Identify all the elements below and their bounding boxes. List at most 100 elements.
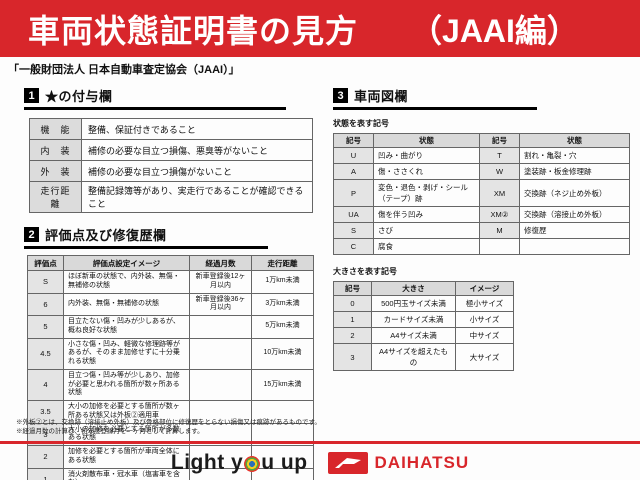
desc-cell: 目立たない傷・凹みが少しあるが、概ね良好な状態 <box>63 315 190 339</box>
state-symbols-table: 記号 状態 記号 状態 U 凹み・曲がり T 割れ・亀裂・穴 A 傷・ささくれ … <box>333 133 630 255</box>
column-header: 記号 <box>333 281 372 296</box>
section3-header: 3 車両図欄 <box>333 86 537 110</box>
daihatsu-mark-icon <box>327 452 368 474</box>
daihatsu-wordmark: DAIHATSU <box>374 453 470 472</box>
desc-cell: 小さな傷・凹み、軽微な修理跡等があるが、そのまま加修せずに十分乗れる状態 <box>63 337 190 370</box>
state-cell: 凹み・曲がり <box>373 147 480 164</box>
criteria-desc-cell: 整備、保証付きであること <box>81 118 313 140</box>
image-cell: 中サイズ <box>455 327 514 344</box>
state-cell <box>519 238 630 255</box>
table-row: 4 目立つ傷・凹み等が少しあり、加修が必要と思われる箇所が数ヶ所ある状態 15万… <box>27 368 314 402</box>
months-cell: 新車登録後12ヶ月以内 <box>189 270 252 294</box>
state-cell: 傷・ささくれ <box>373 163 480 180</box>
table-row: UA 傷を伴う凹み XM② 交換跡（溶接止め外板） <box>333 206 630 223</box>
symbol-cell: S <box>333 222 374 239</box>
score-cell: 1 <box>27 467 64 480</box>
distance-cell <box>251 467 314 480</box>
criteria-desc-cell: 整備記録簿等があり、実走行であることが確認できること <box>81 181 313 213</box>
size-symbols-table: 記号 大きさ イメージ 0 500円玉サイズ未満 極小サイズ 1 カードサイズ未… <box>333 281 514 371</box>
state-cell: 修復歴 <box>519 222 630 239</box>
section3-title: 車両図欄 <box>354 89 409 104</box>
table-row: U 凹み・曲がり T 割れ・亀裂・穴 <box>333 147 630 164</box>
months-cell <box>189 337 252 370</box>
symbol-cell: A <box>333 163 374 180</box>
section3-number-badge: 3 <box>333 88 348 103</box>
image-cell: 小サイズ <box>455 311 514 328</box>
symbol-cell: 2 <box>333 327 372 344</box>
light-you-up-logo: Light y u up <box>171 451 308 475</box>
image-cell: 大サイズ <box>455 343 514 371</box>
rainbow-ring-icon <box>244 456 261 472</box>
section1-number-badge: 1 <box>24 88 39 103</box>
section2-number-badge: 2 <box>24 227 39 242</box>
state-cell: 交換跡（溶接止め外板） <box>519 206 630 223</box>
column-header: 走行距離 <box>251 255 314 271</box>
column-header: 記号 <box>333 133 374 148</box>
table-row: 0 500円玉サイズ未満 極小サイズ <box>333 295 514 312</box>
symbol-cell: XM <box>479 179 520 207</box>
table-row: 走行距離 整備記録簿等があり、実走行であることが確認できること <box>29 181 313 213</box>
section1-header: 1 ★の付与欄 <box>24 86 286 110</box>
size-cell: A4サイズを超えたもの <box>371 343 456 371</box>
column-header: 評価点 <box>27 255 64 271</box>
column-header: 記号 <box>479 133 520 148</box>
table-row: 1 カードサイズ未満 小サイズ <box>333 311 514 328</box>
symbol-cell: M <box>479 222 520 239</box>
image-cell: 極小サイズ <box>455 295 514 312</box>
symbol-cell: 1 <box>333 311 372 328</box>
title-banner: 車両状態証明書の見方 （JAAI編） <box>0 0 640 57</box>
criteria-label-cell: 機 能 <box>29 118 82 140</box>
footnotes: ※外板②とは、交換跡（溶接止め外板）及び骨格部位に修復歴をとらない損傷又は痕跡が… <box>16 418 321 437</box>
table-row: S ほぼ新車の状態で、内外装、無傷・無補修の状態 新車登録後12ヶ月以内 1万k… <box>27 270 314 294</box>
score-cell: 4.5 <box>27 337 64 370</box>
state-cell: 傷を伴う凹み <box>373 206 480 223</box>
page-title-edition: （JAAI編） <box>410 12 579 49</box>
table-row: 6 内外装、無傷・無補修の状態 新車登録後36ヶ月以内 3万km未満 <box>27 292 314 316</box>
table-row: 1 消火剤散布車・冠水車（塩害車を含む） <box>27 467 314 480</box>
criteria-label-cell: 外 装 <box>29 160 82 182</box>
criteria-label-cell: 走行距離 <box>29 181 82 213</box>
distance-cell: 3万km未満 <box>251 292 314 316</box>
state-cell: さび <box>373 222 480 239</box>
star-criteria-table: 機 能 整備、保証付きであること 内 装 補修の必要な目立つ損傷、悪臭等がないこ… <box>29 118 313 213</box>
symbol-cell: T <box>479 147 520 164</box>
page-title: 車両状態証明書の見方 <box>28 12 359 49</box>
size-symbols-label: 大きさを表す記号 <box>333 267 397 276</box>
months-cell: 新車登録後36ヶ月以内 <box>189 292 252 316</box>
table-header-row: 評価点 評価点設定イメージ 経過月数 走行距離 <box>27 255 314 271</box>
footer-divider <box>0 441 640 444</box>
distance-cell: 15万km未満 <box>251 368 314 402</box>
desc-cell: ほぼ新車の状態で、内外装、無傷・無補修の状態 <box>63 270 190 294</box>
size-cell: 500円玉サイズ未満 <box>371 295 456 312</box>
slogan-text-right: u up <box>261 451 308 474</box>
criteria-desc-cell: 補修の必要な目立つ損傷がないこと <box>81 160 313 182</box>
table-row: 内 装 補修の必要な目立つ損傷、悪臭等がないこと <box>29 139 313 161</box>
months-cell <box>189 315 252 339</box>
months-cell <box>189 368 252 402</box>
table-row: S さび M 修復歴 <box>333 222 630 239</box>
organization-subtitle: 「一般財団法人 日本自動車査定協会（JAAI）」 <box>8 64 240 76</box>
symbol-cell: P <box>333 179 374 207</box>
state-cell: 割れ・亀裂・穴 <box>519 147 630 164</box>
criteria-label-cell: 内 装 <box>29 139 82 161</box>
column-header: 経過月数 <box>189 255 252 271</box>
table-row: C 腐食 <box>333 238 630 255</box>
table-row: 3.5 大小の加修を必要とする箇所が数ヶ所ある状態又は外板②適用車 <box>27 400 314 424</box>
symbol-cell: 3 <box>333 343 372 371</box>
symbol-cell: C <box>333 238 374 255</box>
state-cell: 交換跡（ネジ止め外板） <box>519 179 630 207</box>
size-cell: A4サイズ未満 <box>371 327 456 344</box>
section2-title: 評価点及び修復歴欄 <box>45 228 167 243</box>
symbol-cell: UA <box>333 206 374 223</box>
evaluation-score-table: 評価点 評価点設定イメージ 経過月数 走行距離 S ほぼ新車の状態で、内外装、無… <box>27 255 314 480</box>
section2-header: 2 評価点及び修復歴欄 <box>24 225 268 249</box>
state-symbols-label: 状態を表す記号 <box>333 119 389 128</box>
symbol-cell: 0 <box>333 295 372 312</box>
table-row: 外 装 補修の必要な目立つ損傷がないこと <box>29 160 313 182</box>
table-row: P 変色・退色・剥げ・シール（テープ）跡 XM 交換跡（ネジ止め外板） <box>333 179 630 207</box>
left-column: 1 ★の付与欄 機 能 整備、保証付きであること 内 装 補修の必要な目立つ損傷… <box>24 86 320 480</box>
slogan-text-left: Light y <box>170 451 244 474</box>
table-row: 機 能 整備、保証付きであること <box>29 118 313 140</box>
symbol-cell: XM② <box>479 206 520 223</box>
criteria-desc-cell: 補修の必要な目立つ損傷、悪臭等がないこと <box>81 139 313 161</box>
